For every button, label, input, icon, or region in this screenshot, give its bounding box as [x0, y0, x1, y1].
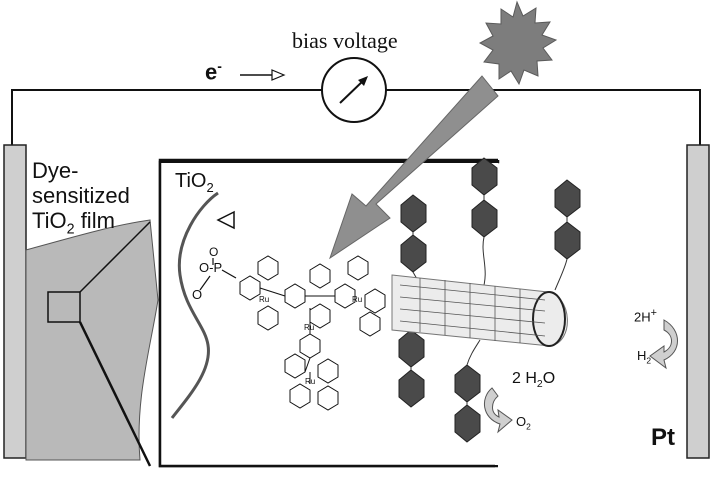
svg-text:O-P: O-P	[199, 260, 222, 275]
water-label: 2 H2O	[512, 370, 555, 390]
left-electrode	[3, 144, 27, 459]
surface-arrow-icon	[216, 210, 235, 230]
sun-icon	[478, 0, 558, 86]
h2-sub: 2	[646, 355, 652, 366]
dye-film-line3: TiO2 film	[32, 208, 130, 242]
electron-label: e-	[205, 58, 222, 85]
voltmeter-icon	[321, 57, 387, 123]
proton-reduction-arrow-icon	[649, 319, 678, 370]
electron-charge: -	[217, 58, 222, 74]
water-sub: 2	[536, 379, 543, 391]
zoom-line-bottom	[78, 321, 152, 467]
dye-film-line1: Dye-	[32, 158, 79, 183]
svg-text:Ru: Ru	[305, 377, 315, 386]
h2-main: H	[637, 348, 647, 363]
o2-sub: 2	[526, 421, 531, 432]
dye-film	[25, 219, 159, 461]
nanotube-icon	[391, 274, 568, 347]
bias-voltage-label: bias voltage	[292, 28, 398, 53]
h-plus-label: 2H+	[634, 307, 657, 324]
h2-label: H2	[637, 348, 651, 366]
ruthenium-dye-icon: Ru Ru Ru Ru	[239, 255, 386, 411]
zoom-line-top	[79, 221, 151, 293]
o2-label: O2	[516, 414, 531, 432]
h-plus-sup: +	[650, 307, 657, 319]
svg-text:Ru: Ru	[259, 295, 269, 304]
dye-film-film: film	[74, 208, 115, 233]
water-oxidation-arrow-icon	[484, 387, 513, 434]
dye-film-label: Dye- sensitized TiO2 film	[32, 158, 130, 242]
dye-film-tio: TiO	[32, 208, 67, 233]
electron-symbol: e	[205, 59, 218, 85]
svg-text:Ru: Ru	[352, 295, 362, 304]
tio2-main: TiO	[175, 170, 207, 192]
water-o: O	[542, 370, 556, 387]
h-plus-main: 2H	[634, 309, 651, 325]
electron-arrow-icon	[240, 69, 286, 81]
tio2-surface	[170, 191, 219, 419]
o2-main: O	[516, 414, 527, 429]
dye-film-line2: sensitized	[32, 183, 130, 208]
zoom-box	[47, 291, 81, 323]
pt-electrode	[686, 144, 710, 459]
phosphonate-anchor: O-P O O	[192, 245, 237, 302]
pt-label: Pt	[651, 424, 675, 451]
tio2-label: TiO2	[175, 170, 214, 195]
svg-text:O: O	[209, 245, 218, 259]
tio2-sub: 2	[206, 180, 214, 195]
dye-film-sub: 2	[66, 221, 75, 238]
water-main: 2 H	[512, 370, 537, 387]
light-arrow-icon	[329, 75, 499, 260]
svg-text:O: O	[192, 287, 202, 302]
svg-text:Ru: Ru	[304, 323, 314, 332]
